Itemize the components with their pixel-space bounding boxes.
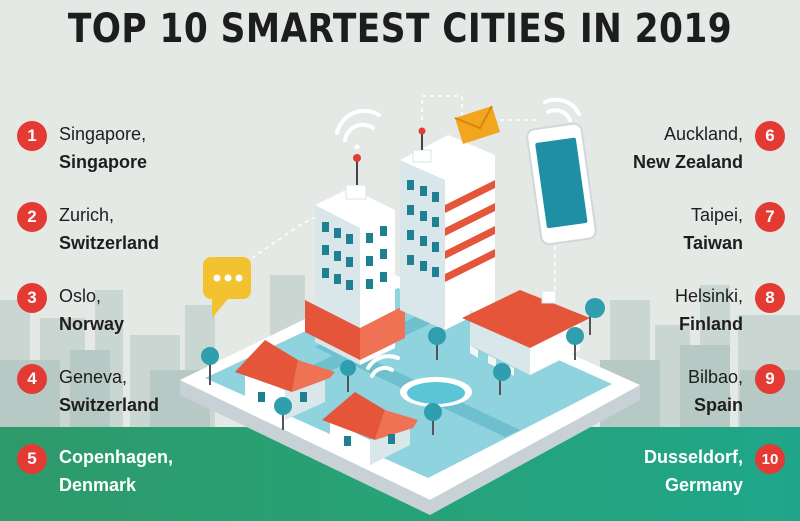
rank-badge: 8: [755, 283, 785, 313]
tree-icon: [201, 298, 605, 435]
building-icon: [305, 154, 405, 365]
rank-badge: 10: [755, 444, 785, 474]
rank-badge: 9: [755, 364, 785, 394]
building-icon: [400, 127, 495, 330]
rank-badge: 6: [755, 121, 785, 151]
building-icon: [462, 290, 590, 376]
chat-bubble-icon: [203, 257, 251, 318]
rank-badge: 7: [755, 202, 785, 232]
city-item-10: 10 Dusseldorf, Germany: [644, 443, 785, 499]
country-name: Singapore: [59, 152, 148, 172]
country-name: Spain: [693, 395, 743, 415]
city-item-3: 3 Oslo, Norway: [17, 282, 124, 338]
rank-badge: 4: [17, 364, 47, 394]
rank-badge: 1: [17, 121, 47, 151]
connection-lines: [241, 95, 556, 300]
city-item-1: 1 Singapore, Singapore: [17, 120, 147, 176]
rank-badge: 5: [17, 444, 47, 474]
country-name: Finland: [679, 314, 743, 334]
envelope-icon: [454, 105, 500, 144]
city-item-8: 8 Helsinki, Finland: [675, 282, 785, 338]
rank-badge: 3: [17, 283, 47, 313]
city-item-7: 7 Taipei, Taiwan: [683, 201, 785, 257]
city-name: Helsinki,: [674, 286, 743, 306]
house-icon: [322, 392, 418, 465]
city-name: Singapore,: [59, 124, 147, 144]
city-item-2: 2 Zurich, Switzerland: [17, 201, 159, 257]
smartphone-icon: [526, 122, 597, 246]
wifi-icon: [366, 354, 400, 378]
city-name: Taipei,: [690, 205, 743, 225]
wifi-icon: [335, 108, 381, 150]
country-name: New Zealand: [632, 152, 743, 172]
city-name: Bilbao,: [687, 367, 743, 387]
city-item-5: 5 Copenhagen, Denmark: [17, 443, 173, 499]
country-name: Germany: [664, 475, 743, 495]
page-title: TOP 10 SMARTEST CITIES IN 2019: [67, 6, 733, 52]
country-name: Taiwan: [683, 233, 743, 253]
house-icon: [235, 340, 335, 420]
city-name: Zurich,: [59, 205, 115, 225]
country-name: Switzerland: [59, 395, 160, 415]
platform-side: [180, 380, 640, 515]
country-name: Norway: [59, 314, 125, 334]
country-name: Denmark: [59, 475, 137, 495]
city-name: Auckland,: [663, 124, 743, 144]
city-name: Dusseldorf,: [643, 447, 743, 467]
wifi-icon: [543, 97, 581, 122]
city-item-6: 6 Auckland, New Zealand: [633, 120, 785, 176]
city-name: Copenhagen,: [59, 447, 174, 467]
city-item-9: 9 Bilbao, Spain: [688, 363, 785, 419]
city-name: Oslo,: [59, 286, 102, 306]
city-name: Geneva,: [59, 367, 128, 387]
country-name: Switzerland: [59, 233, 160, 253]
rank-badge: 2: [17, 202, 47, 232]
city-item-4: 4 Geneva, Switzerland: [17, 363, 159, 419]
